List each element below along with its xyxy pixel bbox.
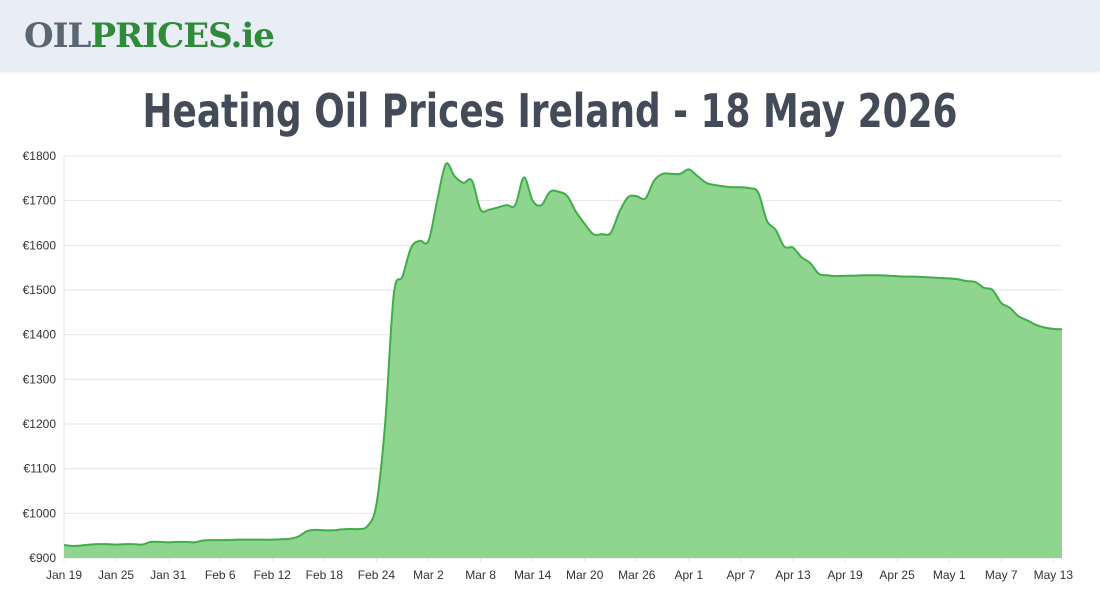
x-tick-label: May 13	[1034, 568, 1074, 582]
x-tick-label: Apr 7	[727, 568, 756, 582]
x-tick-label: Mar 26	[618, 568, 656, 582]
y-tick-label: €1200	[23, 417, 57, 431]
series-line	[63, 162, 1063, 547]
x-tick-label: Apr 19	[827, 568, 863, 582]
x-tick-label: Mar 14	[514, 568, 552, 582]
x-tick-label: Apr 13	[775, 568, 811, 582]
x-tick-label: Jan 31	[150, 568, 186, 582]
x-tick-label: Apr 1	[674, 568, 703, 582]
series-area-fill	[64, 163, 1062, 558]
x-tick-label: Mar 8	[465, 568, 496, 582]
site-logo[interactable]: OILPRICES.ie	[24, 14, 275, 58]
x-tick-label: Feb 18	[306, 568, 344, 582]
y-tick-label: €1600	[23, 238, 57, 252]
y-tick-label: €1000	[23, 506, 57, 520]
x-axis-ticks: Jan 19 Jan 25 Jan 31 Feb 6 Feb 12 Feb 18 Feb 2…	[46, 558, 1073, 582]
site-header: OILPRICES.ie	[0, 0, 1100, 70]
logo-text-ie: .ie	[230, 16, 274, 56]
y-tick-label: €900	[29, 551, 56, 565]
page-title: Heating Oil Prices Ireland - 18 May 2026	[142, 84, 958, 138]
y-tick-label: €1400	[23, 328, 57, 342]
logo-text-oil: OIL	[24, 16, 91, 56]
logo-text-prices: PRICES	[90, 16, 231, 56]
x-tick-label: Jan 25	[98, 568, 134, 582]
y-tick-label: €1700	[23, 194, 57, 208]
x-tick-label: Feb 24	[358, 568, 396, 582]
x-tick-label: Mar 2	[413, 568, 444, 582]
x-tick-label: Apr 25	[879, 568, 915, 582]
y-tick-label: €1800	[23, 149, 57, 163]
x-tick-label: Feb 6	[205, 568, 236, 582]
y-axis-ticks: €900 €1000 €1100 €1200 €1300 €1400 €1500 €1600 €…	[23, 149, 57, 565]
x-tick-label: Feb 12	[254, 568, 292, 582]
y-tick-label: €1300	[23, 372, 57, 386]
x-tick-label: Jan 19	[46, 568, 82, 582]
x-tick-label: May 1	[933, 568, 966, 582]
x-tick-label: May 7	[985, 568, 1018, 582]
y-tick-label: €1500	[23, 283, 57, 297]
chart-area-layer	[63, 162, 1063, 558]
y-tick-label: €1100	[24, 462, 57, 476]
x-tick-label: Mar 20	[566, 568, 604, 582]
